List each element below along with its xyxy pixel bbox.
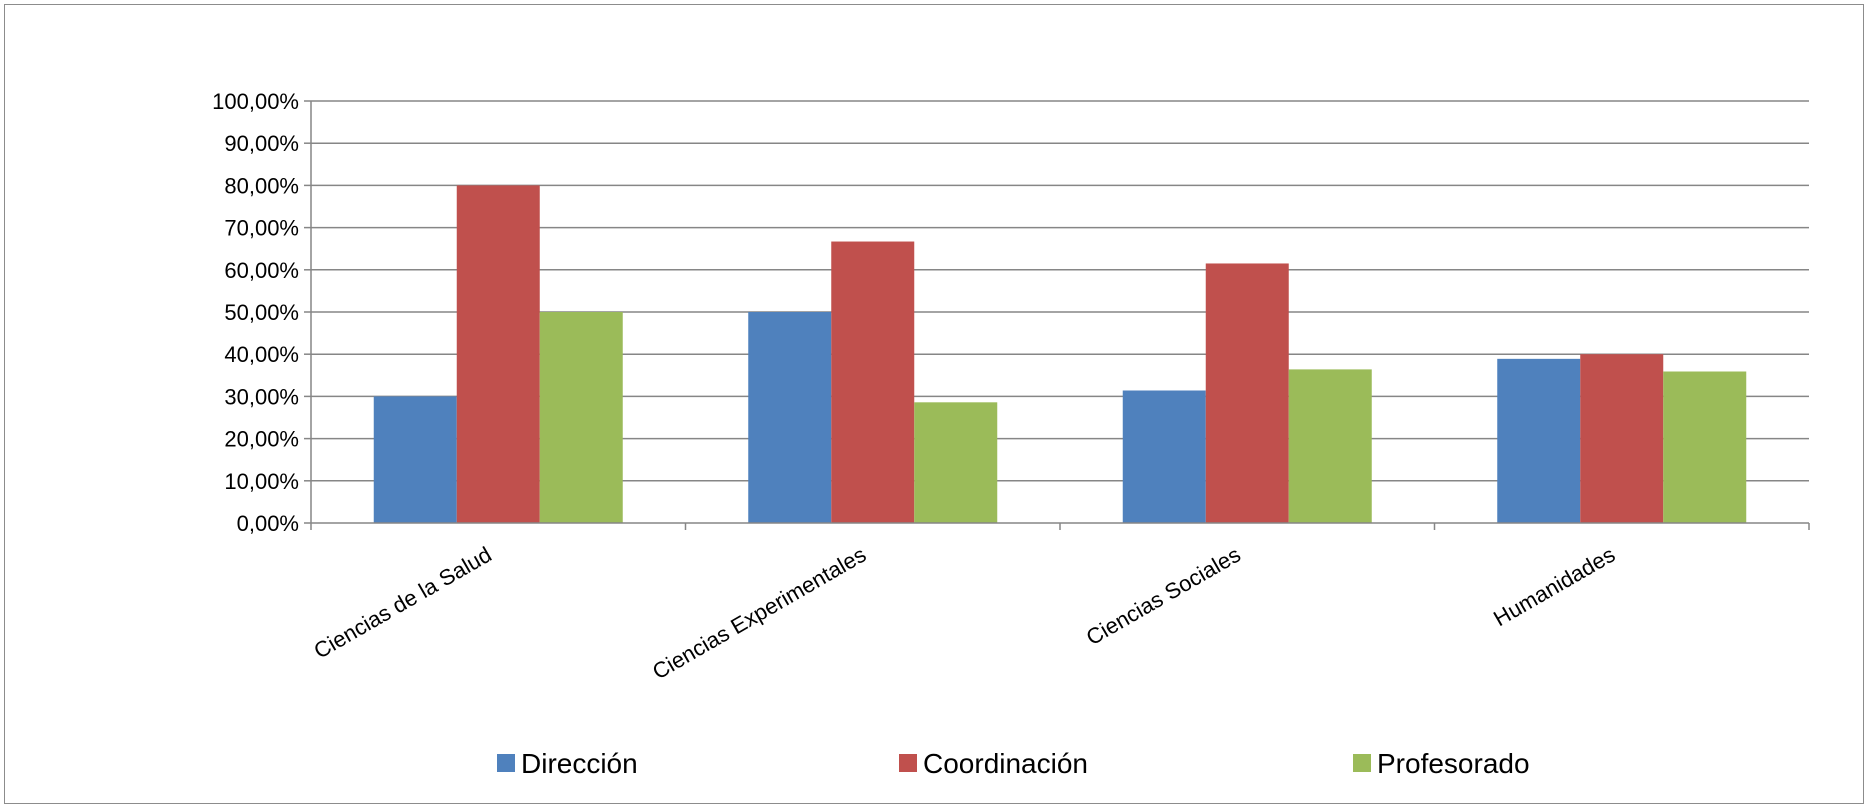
y-tick-label: 100,00% bbox=[212, 89, 299, 114]
bar-chart: 0,00% 10,00% 20,00% 30,00% 40,00% 50,00% 60,00… bbox=[212, 89, 1810, 779]
x-category-label: Humanidades bbox=[1489, 542, 1619, 632]
bar bbox=[914, 402, 998, 523]
legend-label: Profesorado bbox=[1377, 748, 1530, 779]
y-tick-label: 30,00% bbox=[224, 384, 299, 409]
legend-label: Coordinación bbox=[923, 748, 1088, 779]
category-labels: Ciencias de la Salud Ciencias Experimenta… bbox=[310, 542, 1620, 685]
y-tick-label: 60,00% bbox=[224, 258, 299, 283]
y-tick-label: 80,00% bbox=[224, 173, 299, 198]
y-tick-label: 90,00% bbox=[224, 131, 299, 156]
legend-label: Dirección bbox=[521, 748, 638, 779]
y-tick-label: 10,00% bbox=[224, 469, 299, 494]
bar bbox=[456, 185, 540, 523]
bar bbox=[1497, 358, 1581, 523]
y-tick-labels: 0,00% 10,00% 20,00% 30,00% 40,00% 50,00% 60,00… bbox=[212, 89, 299, 536]
bar bbox=[373, 396, 457, 523]
legend-swatch bbox=[1353, 754, 1371, 772]
bar bbox=[539, 312, 623, 523]
bar bbox=[1580, 354, 1664, 523]
legend: Dirección Coordinación Profesorado bbox=[497, 748, 1530, 779]
y-tick-label: 0,00% bbox=[237, 511, 299, 536]
y-tick-label: 50,00% bbox=[224, 300, 299, 325]
bars bbox=[373, 185, 1747, 523]
bar bbox=[1288, 369, 1372, 523]
y-tick-label: 70,00% bbox=[224, 216, 299, 241]
bar bbox=[831, 241, 915, 523]
y-tick-label: 20,00% bbox=[224, 427, 299, 452]
bar bbox=[1122, 390, 1206, 523]
bar bbox=[1663, 371, 1747, 523]
y-tick-label: 40,00% bbox=[224, 342, 299, 367]
x-category-label: Ciencias de la Salud bbox=[310, 542, 496, 664]
bar bbox=[1205, 263, 1289, 523]
axes bbox=[304, 100, 1810, 530]
x-category-label: Ciencias Sociales bbox=[1082, 542, 1245, 650]
chart-frame: 0,00% 10,00% 20,00% 30,00% 40,00% 50,00% 60,00… bbox=[4, 4, 1864, 804]
x-category-label: Ciencias Experimentales bbox=[648, 542, 870, 685]
legend-swatch bbox=[899, 754, 917, 772]
legend-swatch bbox=[497, 754, 515, 772]
bar bbox=[748, 312, 832, 523]
